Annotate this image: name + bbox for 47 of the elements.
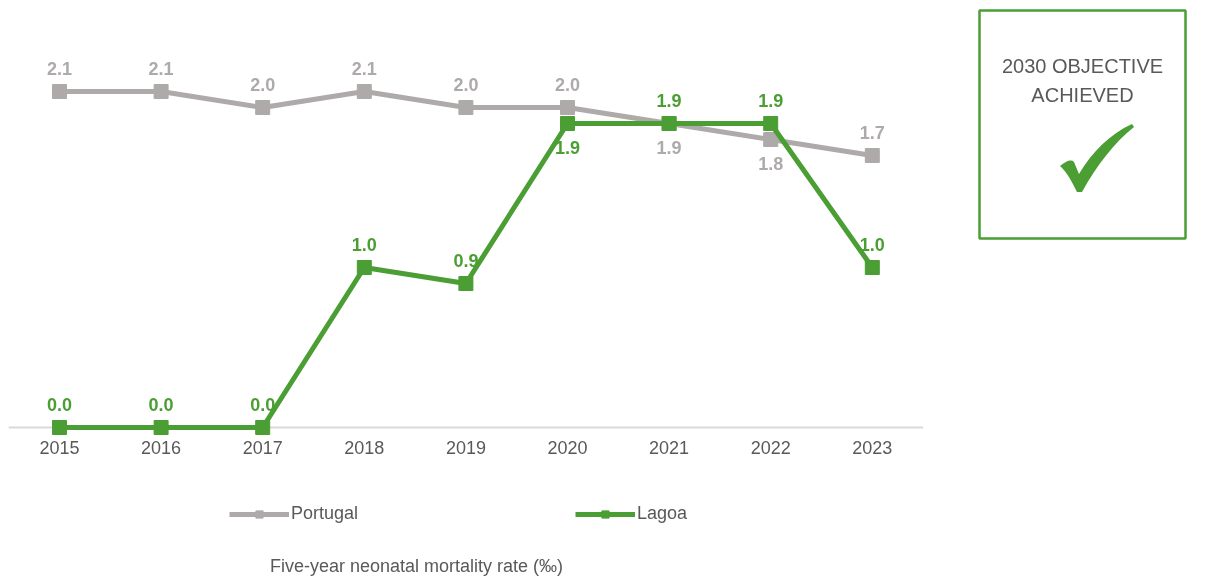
point bbox=[560, 116, 575, 131]
data-label: 2.1 bbox=[46, 58, 73, 79]
point bbox=[458, 276, 474, 291]
data-label: 2.1 bbox=[148, 58, 174, 79]
x-tick-label: 2016 bbox=[141, 437, 182, 458]
x-tick-label: 2020 bbox=[547, 437, 588, 458]
data-label: 2.0 bbox=[554, 74, 581, 95]
data-label: 1.0 bbox=[859, 234, 885, 255]
point bbox=[52, 420, 67, 435]
point bbox=[255, 420, 271, 435]
data-label: 1.9 bbox=[656, 90, 682, 111]
data-label: 0.0 bbox=[148, 394, 174, 415]
x-tick-label: 2017 bbox=[242, 437, 283, 458]
point bbox=[763, 132, 779, 147]
point bbox=[255, 100, 271, 115]
data-label: 1.9 bbox=[554, 137, 581, 158]
data-label: 2.0 bbox=[250, 74, 276, 95]
x-tick-label: 2015 bbox=[39, 437, 80, 458]
point bbox=[864, 148, 880, 163]
point bbox=[153, 84, 169, 99]
data-label: 2.1 bbox=[351, 58, 377, 79]
data-label: 2.0 bbox=[453, 74, 479, 95]
x-tick-label: 2018 bbox=[344, 437, 385, 458]
text: Five-year neonatal mortality rate (‰) bbox=[269, 555, 564, 576]
data-label: 1.8 bbox=[758, 153, 784, 174]
x-tick-label: 2021 bbox=[649, 437, 690, 458]
point bbox=[52, 84, 67, 99]
data-label: 0.0 bbox=[46, 394, 73, 415]
legend-label: Portugal bbox=[291, 503, 359, 524]
data-label: 0.0 bbox=[250, 394, 276, 415]
data-label: 0.9 bbox=[453, 250, 479, 271]
x-tick-label: 2023 bbox=[852, 437, 893, 458]
point bbox=[458, 100, 474, 115]
data-label: 1.7 bbox=[859, 122, 885, 143]
point bbox=[153, 420, 169, 435]
point bbox=[560, 100, 575, 115]
point bbox=[864, 260, 880, 275]
point bbox=[356, 260, 372, 275]
text: 2030 OBJECTIVE ACHIEVED bbox=[1001, 54, 1164, 107]
x-tick-label: 2019 bbox=[445, 437, 486, 458]
x-tick-label: 2022 bbox=[750, 437, 791, 458]
data-label: 1.9 bbox=[758, 90, 784, 111]
point bbox=[356, 84, 372, 99]
data-label: 1.9 bbox=[656, 137, 682, 158]
data-label: 1.0 bbox=[351, 234, 377, 255]
point bbox=[763, 116, 779, 131]
legend-label: Lagoa bbox=[637, 503, 688, 524]
